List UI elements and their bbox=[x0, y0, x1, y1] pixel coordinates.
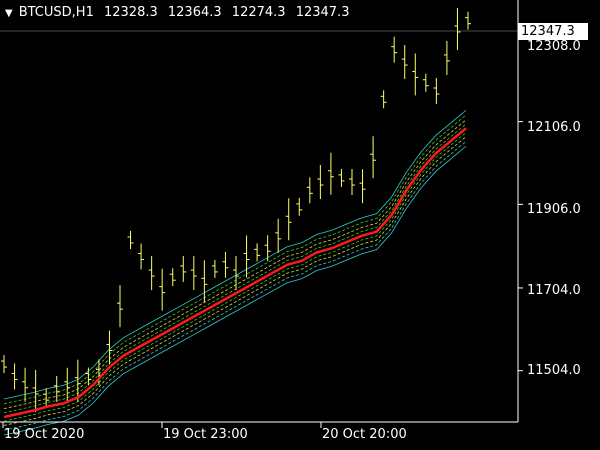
y-tick-label: 12106.0 bbox=[527, 120, 581, 135]
x-tick-label: 20 Oct 20:00 bbox=[322, 427, 407, 442]
envelope-line bbox=[3, 141, 467, 431]
symbol-timeframe: BTCUSD,H1 bbox=[18, 5, 94, 20]
y-tick-label: 11906.0 bbox=[527, 202, 581, 217]
price-axis-ticks bbox=[518, 37, 523, 372]
open-price: 12328.3 bbox=[103, 5, 158, 20]
high-price: 12364.3 bbox=[167, 5, 222, 20]
price-bars bbox=[1, 7, 471, 412]
envelope-line bbox=[3, 136, 467, 426]
envelope-line bbox=[3, 132, 467, 422]
envelope-line bbox=[3, 145, 467, 436]
envelope-line bbox=[3, 109, 467, 400]
envelope-line bbox=[3, 114, 467, 405]
x-tick-label: 19 Oct 2020 bbox=[4, 427, 85, 442]
main-line bbox=[3, 127, 467, 419]
chart-header: ▼ BTCUSD,H1 12328.3 12364.3 12274.3 12347… bbox=[5, 5, 355, 20]
y-tick-label: 12308.0 bbox=[527, 39, 581, 54]
envelope-line bbox=[3, 119, 467, 410]
x-tick-label: 19 Oct 23:00 bbox=[163, 427, 248, 442]
time-axis-ticks bbox=[2, 422, 322, 428]
y-tick-label: 11504.0 bbox=[527, 363, 581, 378]
current-price-tag: 12347.3 bbox=[518, 23, 588, 40]
close-price: 12347.3 bbox=[295, 5, 350, 20]
low-price: 12274.3 bbox=[231, 5, 286, 20]
main-series-line bbox=[3, 127, 467, 419]
envelope-lines bbox=[3, 109, 467, 436]
envelope-line bbox=[3, 123, 467, 414]
triangle-down-icon[interactable]: ▼ bbox=[5, 8, 13, 19]
y-tick-label: 11704.0 bbox=[527, 283, 581, 298]
